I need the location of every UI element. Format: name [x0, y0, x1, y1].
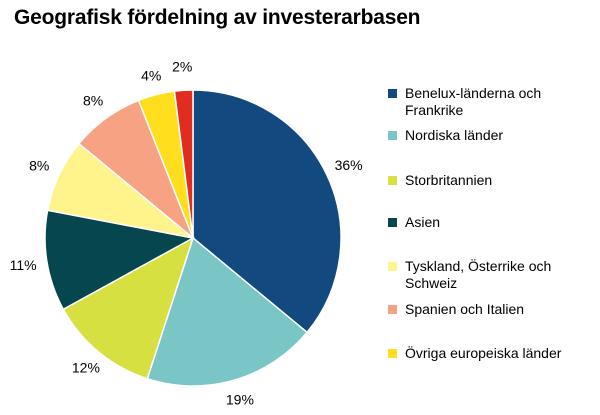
pie-slice: [44, 209, 196, 311]
legend-item: Asien: [388, 214, 600, 231]
legend-label: Övriga europeiska länder: [405, 345, 562, 361]
data-label: 19%: [226, 391, 254, 407]
legend-swatch: [388, 218, 397, 227]
data-label: 4%: [141, 67, 161, 83]
legend-item: Spanien och Italien: [388, 301, 600, 318]
pie-data-labels: 36% 19% 12% 11% 8% 8% 4% 2%: [10, 58, 363, 407]
pie-slice: [62, 236, 195, 380]
legend-label: Nordiska länder: [405, 127, 504, 143]
legend-swatch: [388, 131, 397, 140]
chart-title: Geografisk fördelning av investerarbasen: [14, 6, 421, 29]
legend-swatch: [388, 176, 397, 185]
pie-slices: [44, 89, 342, 387]
data-label: 11%: [10, 257, 37, 273]
data-label: 8%: [83, 93, 103, 109]
data-label: 2%: [172, 58, 192, 74]
legend-label: Storbritannien: [405, 172, 493, 188]
legend-item: Nordiska länder: [388, 127, 600, 144]
legend-item: Storbritannien: [388, 172, 600, 189]
legend-swatch: [388, 305, 397, 314]
legend-item: Tyskland, Österrike och Schweiz: [388, 258, 600, 292]
data-label: 8%: [29, 158, 49, 174]
legend-label: Spanien och Italien: [405, 301, 525, 317]
pie-slice: [192, 89, 342, 334]
legend-label: Tyskland, Österrike och Schweiz: [405, 258, 552, 291]
legend-swatch: [388, 262, 397, 271]
legend: Benelux-länderna och Frankrike Nordiska l…: [388, 0, 598, 415]
data-label: 12%: [72, 359, 100, 375]
data-label: 36%: [335, 157, 363, 173]
pie-slice: [146, 236, 309, 387]
legend-swatch: [388, 89, 397, 98]
legend-item: Övriga europeiska länder: [388, 345, 600, 362]
legend-label: Asien: [405, 214, 441, 230]
pie-slice: [173, 89, 194, 239]
legend-item: Benelux-länderna och Frankrike: [388, 85, 600, 119]
legend-swatch: [388, 349, 397, 358]
legend-label: Benelux-länderna och Frankrike: [405, 85, 542, 118]
